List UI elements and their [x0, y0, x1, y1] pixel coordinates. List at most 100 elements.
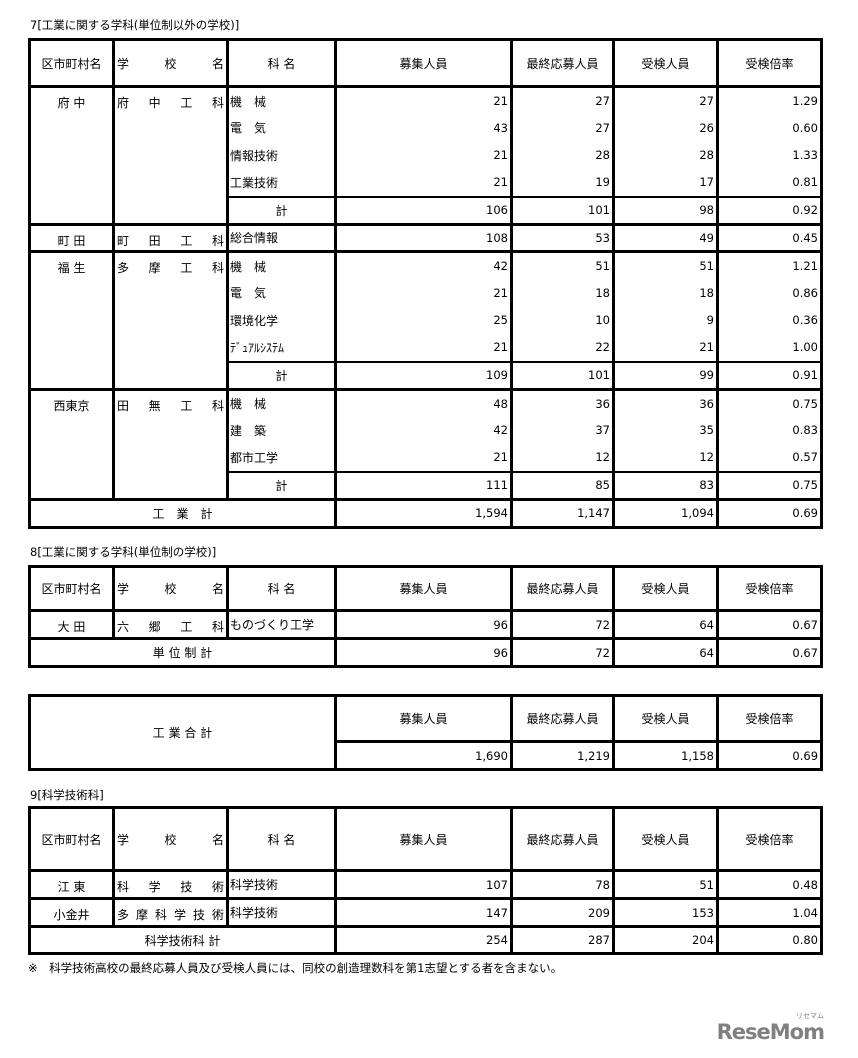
value-cell: 17 — [612, 169, 719, 197]
school-cell: 町 田 工 科 — [112, 222, 229, 253]
school-cell: 多 摩 科 学 技 術 — [112, 897, 229, 928]
column-header: 最終応募人員 — [510, 694, 616, 743]
value-cell: 21 — [334, 141, 513, 169]
table-row: 建 築 42 37 35 0.83 — [30, 416, 823, 444]
section9-title: 9[科学技術科] — [30, 788, 104, 802]
value-cell: 107 — [334, 869, 513, 900]
column-header: 募集人員 — [334, 806, 513, 872]
value-cell: 21 — [612, 334, 719, 362]
total-value: 1,594 — [334, 497, 513, 529]
subtotal-label: 計 — [226, 195, 337, 226]
total-value: 204 — [612, 925, 719, 955]
total-value: 1,094 — [612, 497, 719, 529]
department-cell: 情報技術 — [226, 141, 337, 169]
subtotal-value: 0.92 — [716, 195, 823, 226]
value-cell: 0.67 — [716, 609, 823, 640]
value-cell: 0.48 — [716, 869, 823, 900]
department-cell: 科学技術 — [226, 897, 337, 928]
district-cell: 小金井 — [28, 897, 115, 928]
subtotal-label: 計 — [226, 360, 337, 391]
table-row: ﾃﾞｭｱﾙｼｽﾃﾑ 21 22 21 1.00 — [30, 334, 823, 362]
value-cell: 96 — [334, 609, 513, 640]
total-value: 254 — [334, 925, 513, 955]
total-value: 0.69 — [716, 497, 823, 529]
subtotal-value: 106 — [334, 195, 513, 226]
column-header: 科 名 — [226, 806, 337, 872]
value-cell: 0.36 — [716, 306, 823, 334]
column-header: 受検倍率 — [716, 38, 823, 88]
table-row: 情報技術 21 28 28 1.33 — [30, 141, 823, 169]
value-cell: 51 — [612, 250, 719, 279]
value-cell: 21 — [334, 279, 513, 307]
school-cell: 多 摩 工 科 — [112, 250, 229, 391]
total-value: 287 — [510, 925, 615, 955]
value-cell: 25 — [334, 306, 513, 334]
column-header: 区市町村名 — [28, 38, 115, 88]
value-cell: 153 — [612, 897, 719, 928]
department-cell: 工業技術 — [226, 169, 337, 197]
table-row: 環境化学 25 10 9 0.36 — [30, 306, 823, 334]
table-row: 江 東科 学 技 術科学技術 107 78 51 0.48 — [28, 869, 823, 900]
column-header: 募集人員 — [334, 694, 514, 743]
department-cell: 科学技術 — [226, 869, 337, 900]
school-cell: 六 郷 工 科 — [112, 609, 229, 640]
value-cell: 1.04 — [716, 897, 823, 928]
subtotal-value: 0.91 — [716, 360, 823, 391]
department-cell: 建 築 — [226, 416, 337, 444]
column-header: 学 校 名 — [112, 565, 229, 612]
value-cell: 37 — [510, 416, 615, 444]
subtotal-value: 98 — [612, 195, 719, 226]
value-cell: 72 — [510, 609, 615, 640]
value-cell: 64 — [612, 609, 719, 640]
total-row: 単 位 制 計 96 72 64 0.67 — [28, 637, 823, 668]
value-cell: 21 — [334, 334, 513, 362]
value-cell: 36 — [510, 387, 615, 417]
table-row: 町 田町 田 工 科総合情報 108 53 49 0.45 — [28, 222, 823, 253]
total-value: 0.67 — [716, 637, 823, 668]
header-row: 区市町村名学 校 名科 名募集人員 最終応募人員 受検人員 受検倍率 — [28, 565, 823, 612]
subtotal-value: 101 — [510, 360, 615, 391]
column-header: 受検倍率 — [716, 565, 823, 612]
value-cell: 12 — [612, 444, 719, 472]
column-header: 最終応募人員 — [510, 806, 615, 872]
district-cell: 大 田 — [28, 609, 115, 640]
subtotal-row: 計 111 85 83 0.75 — [30, 470, 823, 501]
department-cell: 機 械 — [226, 387, 337, 417]
value-cell: 21 — [334, 444, 513, 472]
column-header: 科 名 — [226, 565, 337, 612]
header-row: 区市町村名学 校 名科 名募集人員 最終応募人員 受検人員 受検倍率 — [28, 806, 823, 872]
subtotal-value: 109 — [334, 360, 513, 391]
value-cell: 78 — [510, 869, 615, 900]
column-header: 学 校 名 — [112, 38, 229, 88]
value-cell: 1.33 — [716, 141, 823, 169]
footnote: ※ 科学技術高校の最終応募人員及び受検人員には、同校の創造理数科を第1志望とする… — [28, 961, 563, 975]
table-row: 工業技術 21 19 17 0.81 — [30, 169, 823, 197]
value-cell: 18 — [612, 279, 719, 307]
district-cell: 江 東 — [28, 869, 115, 900]
table-row: 都市工学 21 12 12 0.57 — [30, 444, 823, 472]
column-header: 受検人員 — [612, 565, 719, 612]
subtotal-row: 計 106 101 98 0.92 — [30, 195, 823, 226]
value-cell: 12 — [510, 444, 615, 472]
value-cell: 21 — [334, 85, 513, 114]
column-header: 受検倍率 — [716, 694, 824, 743]
department-cell: ﾃﾞｭｱﾙｼｽﾃﾑ — [226, 334, 337, 362]
value-cell: 51 — [510, 250, 615, 279]
header-row: 区市町村名学 校 名科 名募集人員 最終応募人員 受検人員 受検倍率 — [28, 38, 823, 88]
value-cell: 18 — [510, 279, 615, 307]
section7-title: 7[工業に関する学科(単位制以外の学校)] — [30, 18, 240, 32]
total-label: 科学技術科 計 — [28, 925, 337, 955]
value-cell: 36 — [612, 387, 719, 417]
value-cell: 0.81 — [716, 169, 823, 197]
school-cell: 府 中 工 科 — [112, 85, 229, 226]
value-cell: 1.00 — [716, 334, 823, 362]
subtotal-value: 111 — [334, 470, 513, 501]
section7-table: 区市町村名学 校 名科 名募集人員 最終応募人員 受検人員 受検倍率府 中府 中 工 … — [28, 38, 823, 529]
value-cell: 27 — [510, 114, 615, 142]
total-row: 工 業 計 1,594 1,147 1,094 0.69 — [28, 497, 823, 529]
department-cell: 電 気 — [226, 279, 337, 307]
value-cell: 0.86 — [716, 279, 823, 307]
value-cell: 27 — [510, 85, 615, 114]
department-cell: 機 械 — [226, 85, 337, 114]
value-cell: 53 — [510, 222, 615, 253]
